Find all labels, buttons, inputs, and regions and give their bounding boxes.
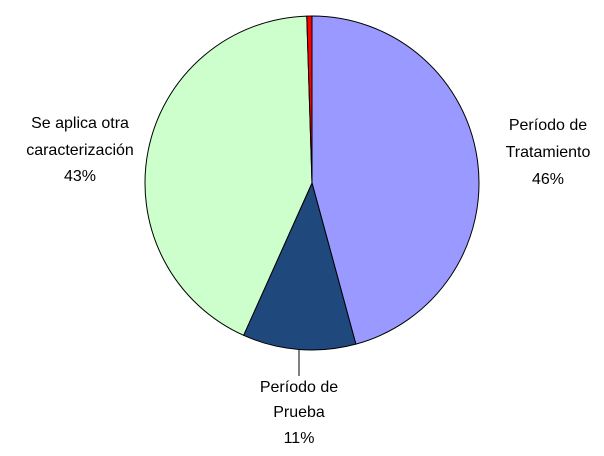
pie-slice [242, 181, 357, 351]
pie-slice [144, 15, 313, 337]
slice-label: Se aplica otra caracterización [26, 115, 134, 159]
slice-label: Período de Tratamiento [506, 117, 591, 161]
slice-label: Período de Prueba [260, 379, 338, 421]
pie-slice [306, 15, 313, 184]
slice-value-label: 43% [64, 168, 96, 185]
slice-value-label: 11% [284, 430, 315, 447]
pie-slice [311, 15, 480, 345]
slice-value-label: 46% [532, 171, 564, 188]
